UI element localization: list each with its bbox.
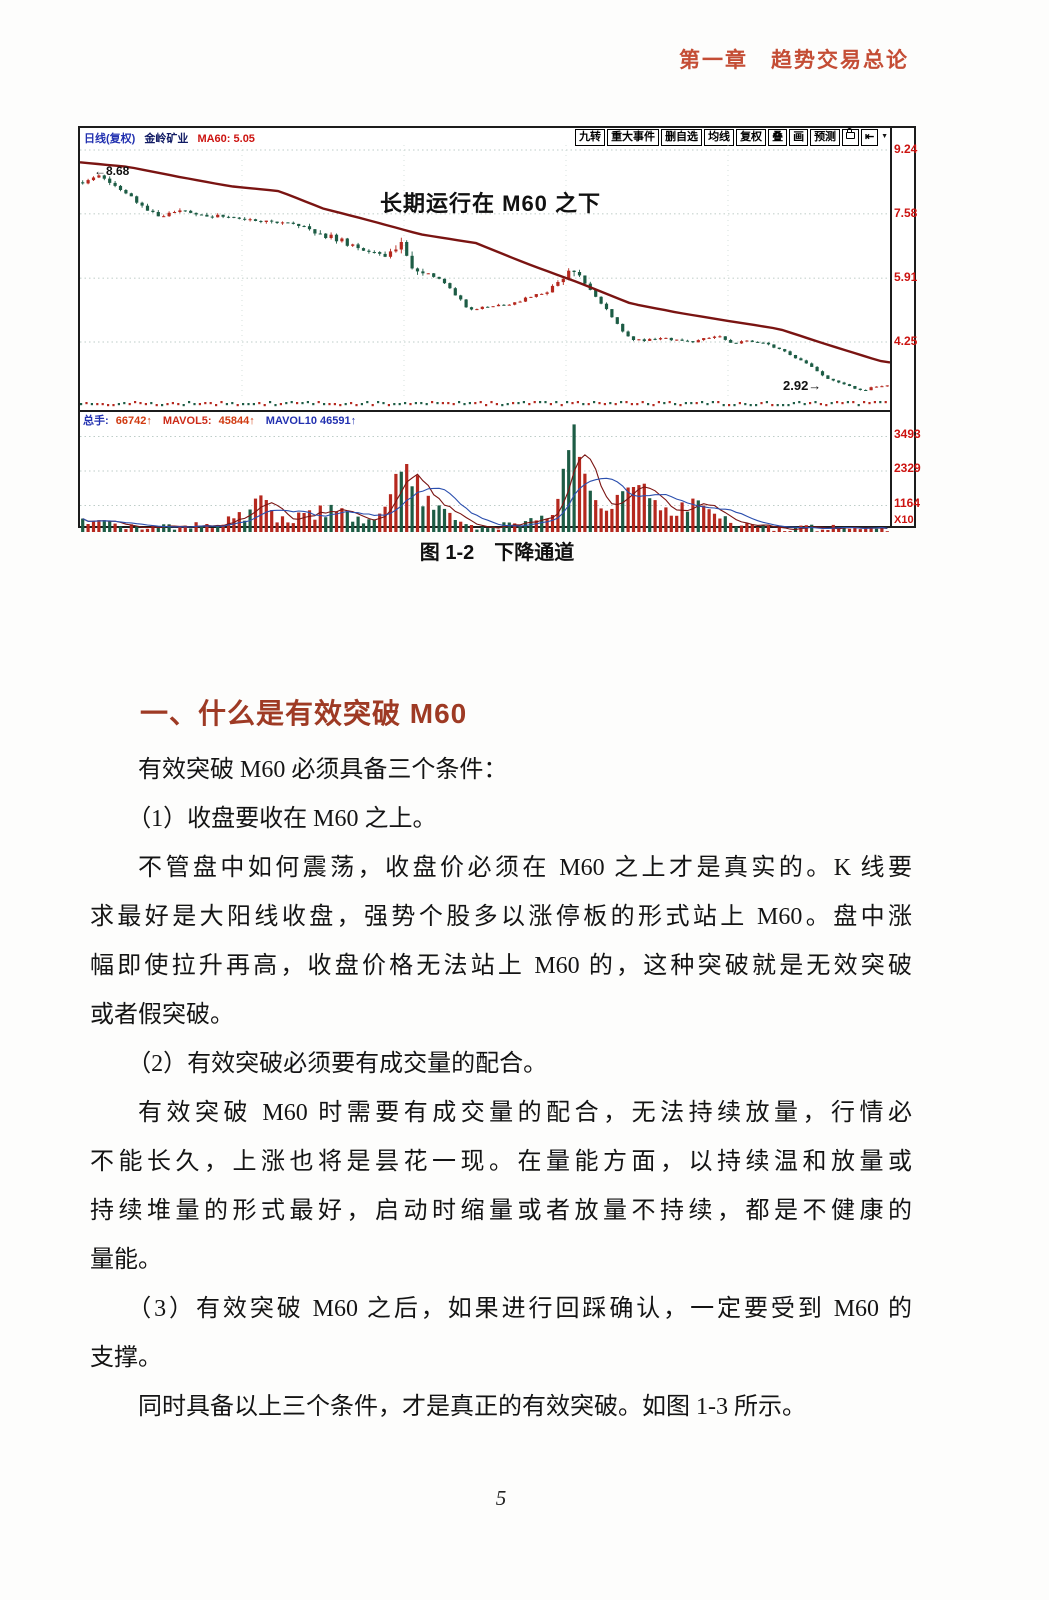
text-line: 支撑。	[90, 1345, 162, 1371]
text-line: 求最好是大阳线收盘，强势个股多以涨停板的形式站上 M60。盘中涨	[90, 904, 912, 930]
toolbar-button-major-events[interactable]: 重大事件	[607, 129, 660, 146]
volume-axis-label-2: 2329	[894, 461, 921, 475]
toolbar-button-jiuzhuan[interactable]: 九转	[575, 129, 606, 146]
volume-axis-label-1: 3493	[894, 427, 921, 441]
toolbar-button-adjusted[interactable]: 复权	[736, 129, 767, 146]
volume-total-value: 66742↑	[115, 415, 152, 427]
volume-plot-svg	[80, 424, 890, 540]
chart-title-left: 日线(复权) 金岭矿业 MA60: 5.05	[84, 130, 255, 146]
text-line: （3）有效突破 M60 之后，如果进行回踩确认，一定要受到 M60 的	[127, 1296, 912, 1322]
toolbar-button-draw[interactable]: 画	[789, 129, 809, 146]
volume-axis-label-3: 1164	[894, 496, 921, 510]
text-line: 量能。	[90, 1247, 162, 1273]
text-line: 幅即使拉升再高，收盘价格无法站上 M60 的，这种突破就是无效突破	[90, 953, 912, 979]
text-line: 有效突破 M60 时需要有成交量的配合，无法持续放量，行情必	[138, 1100, 912, 1126]
period-label: 日线(复权)	[84, 133, 136, 145]
text-line: 持续堆量的形式最好，启动时缩量或者放量不持续，都是不健康的	[90, 1198, 912, 1224]
mavol5-value: 45844↑	[218, 415, 255, 427]
price-axis-label-4: 4.25	[894, 334, 918, 348]
annotation-label: 长期运行在 M60 之下	[380, 191, 602, 216]
volume-header: 总手: 66742↑ MAVOL5: 45844↑ MAVOL10 46591↑	[83, 412, 356, 428]
toolbar-button-ma-lines[interactable]: 均线	[704, 129, 735, 146]
chapter-header: 第一章 趋势交易总论	[679, 49, 909, 72]
text-line: 有效突破 M60 必须具备三个条件：	[138, 757, 508, 783]
text-line: 不管盘中如何震荡，收盘价必须在 M60 之上才是真实的。K 线要	[138, 855, 912, 881]
chart-toolbar: 九转 重大事件 删自选 均线 复权 叠 画 预测 ⇤ ▼	[575, 128, 888, 146]
volume-unit-label: X10	[894, 514, 914, 526]
price-axis-label-2: 7.58	[894, 206, 918, 220]
price-plot-svg	[80, 145, 890, 407]
toolbar-button-overlay[interactable]: 叠	[768, 129, 788, 146]
mavol5-label: MAVOL5:	[162, 415, 212, 427]
page-number: 5	[495, 1486, 507, 1510]
section-heading: 一、什么是有效突破 M60	[140, 698, 468, 729]
price-axis-label-1: 9.24	[894, 142, 918, 156]
volume-total-label: 总手:	[83, 415, 109, 427]
text-line: 或者假突破。	[90, 1002, 234, 1028]
volume-panel	[80, 410, 890, 540]
dropdown-arrow-icon[interactable]: ▼	[881, 133, 888, 140]
ma-indicator-label: MA60: 5.05	[197, 133, 255, 145]
jump-to-end-button[interactable]: ⇤	[861, 129, 879, 146]
text-line: 同时具备以上三个条件，才是真正的有效突破。如图 1-3 所示。	[138, 1394, 806, 1420]
lock-button[interactable]	[842, 128, 860, 146]
unlock-icon	[846, 128, 856, 139]
stock-chart-figure: 日线(复权) 金岭矿业 MA60: 5.05 九转 重大事件 删自选 均线 复权…	[78, 126, 921, 540]
price-axis-label-3: 5.91	[894, 270, 918, 284]
chart-title-bar: 日线(复权) 金岭矿业 MA60: 5.05 九转 重大事件 删自选 均线 复权…	[80, 128, 914, 146]
arrow-to-bar-icon: ⇤	[864, 131, 875, 143]
figure-caption: 图 1-2 下降通道	[419, 542, 575, 564]
high-price-label: ←8.68	[94, 164, 130, 178]
body-text: 有效突破 M60 必须具备三个条件： （1）收盘要收在 M60 之上。 不管盘中…	[90, 746, 912, 1432]
plot-right-border	[890, 128, 892, 526]
low-price-label: 2.92→	[783, 378, 822, 393]
toolbar-button-remove-watchlist[interactable]: 删自选	[661, 129, 703, 146]
stock-name-label: 金岭矿业	[144, 133, 189, 145]
text-line: （2）有效突破必须要有成交量的配合。	[127, 1051, 548, 1077]
mavol10-value: 46591↑	[320, 415, 357, 427]
toolbar-button-forecast[interactable]: 预测	[810, 129, 841, 146]
mavol10-label: MAVOL10	[265, 415, 317, 427]
text-line: （1）收盘要收在 M60 之上。	[127, 806, 437, 832]
text-line: 不能长久，上涨也将是昙花一现。在量能方面，以持续温和放量或	[90, 1149, 912, 1175]
